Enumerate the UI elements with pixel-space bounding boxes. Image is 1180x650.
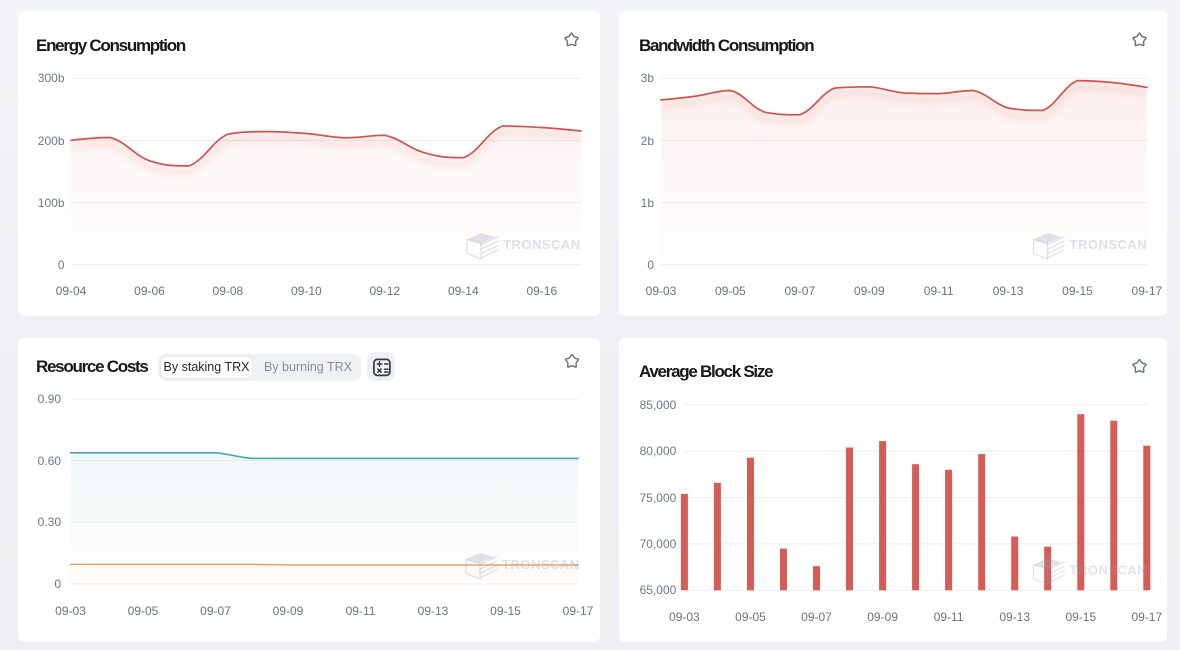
svg-text:TRONSCAN: TRONSCAN [502, 557, 580, 572]
svg-text:TRONSCAN: TRONSCAN [1070, 562, 1148, 577]
svg-text:TRONSCAN: TRONSCAN [1070, 237, 1148, 252]
svg-text:TRONSCAN: TRONSCAN [503, 237, 581, 252]
